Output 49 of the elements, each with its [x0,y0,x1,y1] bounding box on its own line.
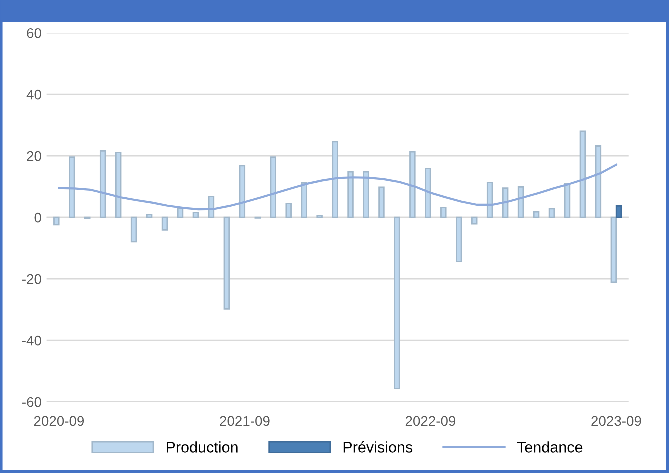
bar [394,216,400,390]
bar [502,188,509,218]
bar [410,151,416,218]
x-tick-label: 2020-09 [34,416,84,426]
bar [130,216,138,243]
bar [224,216,230,310]
bar [595,146,602,218]
bar [69,156,76,218]
bar [146,214,153,218]
bar [616,206,622,218]
y-tick-label: 20 [27,151,42,162]
bar [518,186,524,218]
legend-label: Production [167,442,238,453]
y-tick-label: -60 [22,397,42,408]
x-tick-label: 2022-09 [406,416,456,426]
bar [177,208,184,218]
bar [548,208,556,218]
bar [486,182,494,218]
bar [115,152,122,218]
y-tick-label: 60 [27,28,42,38]
bar [239,165,246,218]
x-tick-label: 2021-09 [220,416,270,426]
line-series [58,164,618,211]
y-tick-label: 0 [34,212,42,223]
bar [348,171,354,218]
bar [580,130,586,218]
bar [270,156,276,218]
legend-label: Prévisions [344,441,413,453]
bar [192,212,200,218]
bar [425,168,432,218]
bar [286,203,292,218]
bar [533,211,540,218]
bar [100,150,106,218]
bar [564,183,571,218]
bar [440,207,447,218]
y-tick-label: -40 [22,336,42,346]
bar [301,182,308,218]
y-tick-label: 40 [26,90,42,100]
bar [471,216,478,225]
bar [610,216,618,284]
bar [456,216,462,263]
legend-label: Tendance [517,442,583,453]
bar [332,141,338,218]
bar [363,171,370,218]
bar [162,216,168,231]
x-tick-label: 2023-09 [592,416,642,426]
y-tick-label: -20 [22,274,42,284]
bar [378,186,385,218]
bar [54,216,60,226]
